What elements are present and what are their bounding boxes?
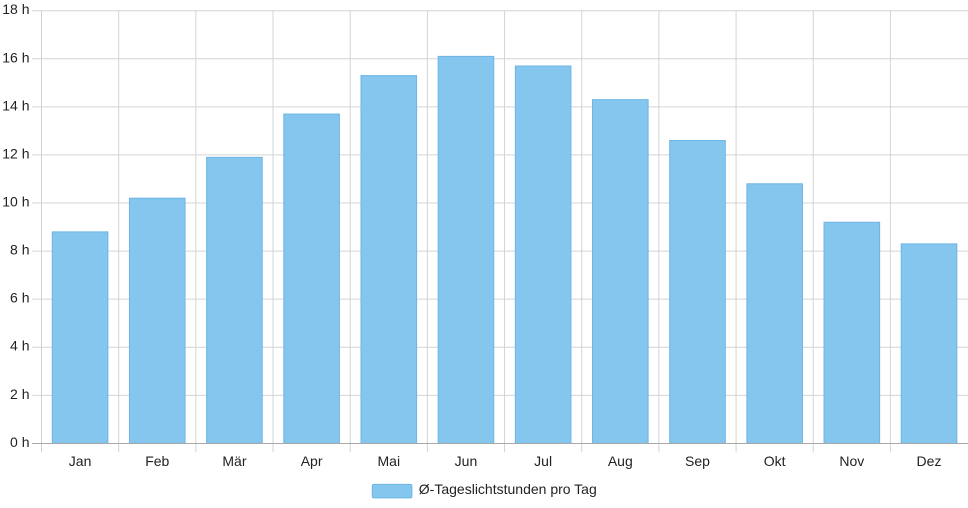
svg-text:Okt: Okt: [764, 453, 786, 469]
svg-text:2 h: 2 h: [10, 386, 29, 402]
svg-text:Mär: Mär: [222, 453, 246, 469]
svg-text:0 h: 0 h: [10, 434, 29, 450]
svg-text:6 h: 6 h: [10, 290, 29, 306]
svg-text:Aug: Aug: [608, 453, 633, 469]
svg-text:Mai: Mai: [378, 453, 401, 469]
svg-text:16 h: 16 h: [2, 49, 29, 65]
svg-text:10 h: 10 h: [2, 194, 29, 210]
svg-text:Feb: Feb: [145, 453, 169, 469]
svg-text:Apr: Apr: [301, 453, 323, 469]
svg-text:Dez: Dez: [917, 453, 942, 469]
svg-text:Jun: Jun: [455, 453, 478, 469]
svg-text:Nov: Nov: [839, 453, 864, 469]
svg-text:18 h: 18 h: [2, 1, 29, 17]
svg-text:8 h: 8 h: [10, 242, 29, 258]
svg-text:12 h: 12 h: [2, 145, 29, 161]
svg-text:4 h: 4 h: [10, 338, 29, 354]
svg-text:Sep: Sep: [685, 453, 710, 469]
svg-text:14 h: 14 h: [2, 97, 29, 113]
svg-text:Jan: Jan: [69, 453, 92, 469]
svg-text:Ø-Tageslichtstunden pro Tag: Ø-Tageslichtstunden pro Tag: [419, 481, 597, 497]
svg-text:Jul: Jul: [534, 453, 552, 469]
